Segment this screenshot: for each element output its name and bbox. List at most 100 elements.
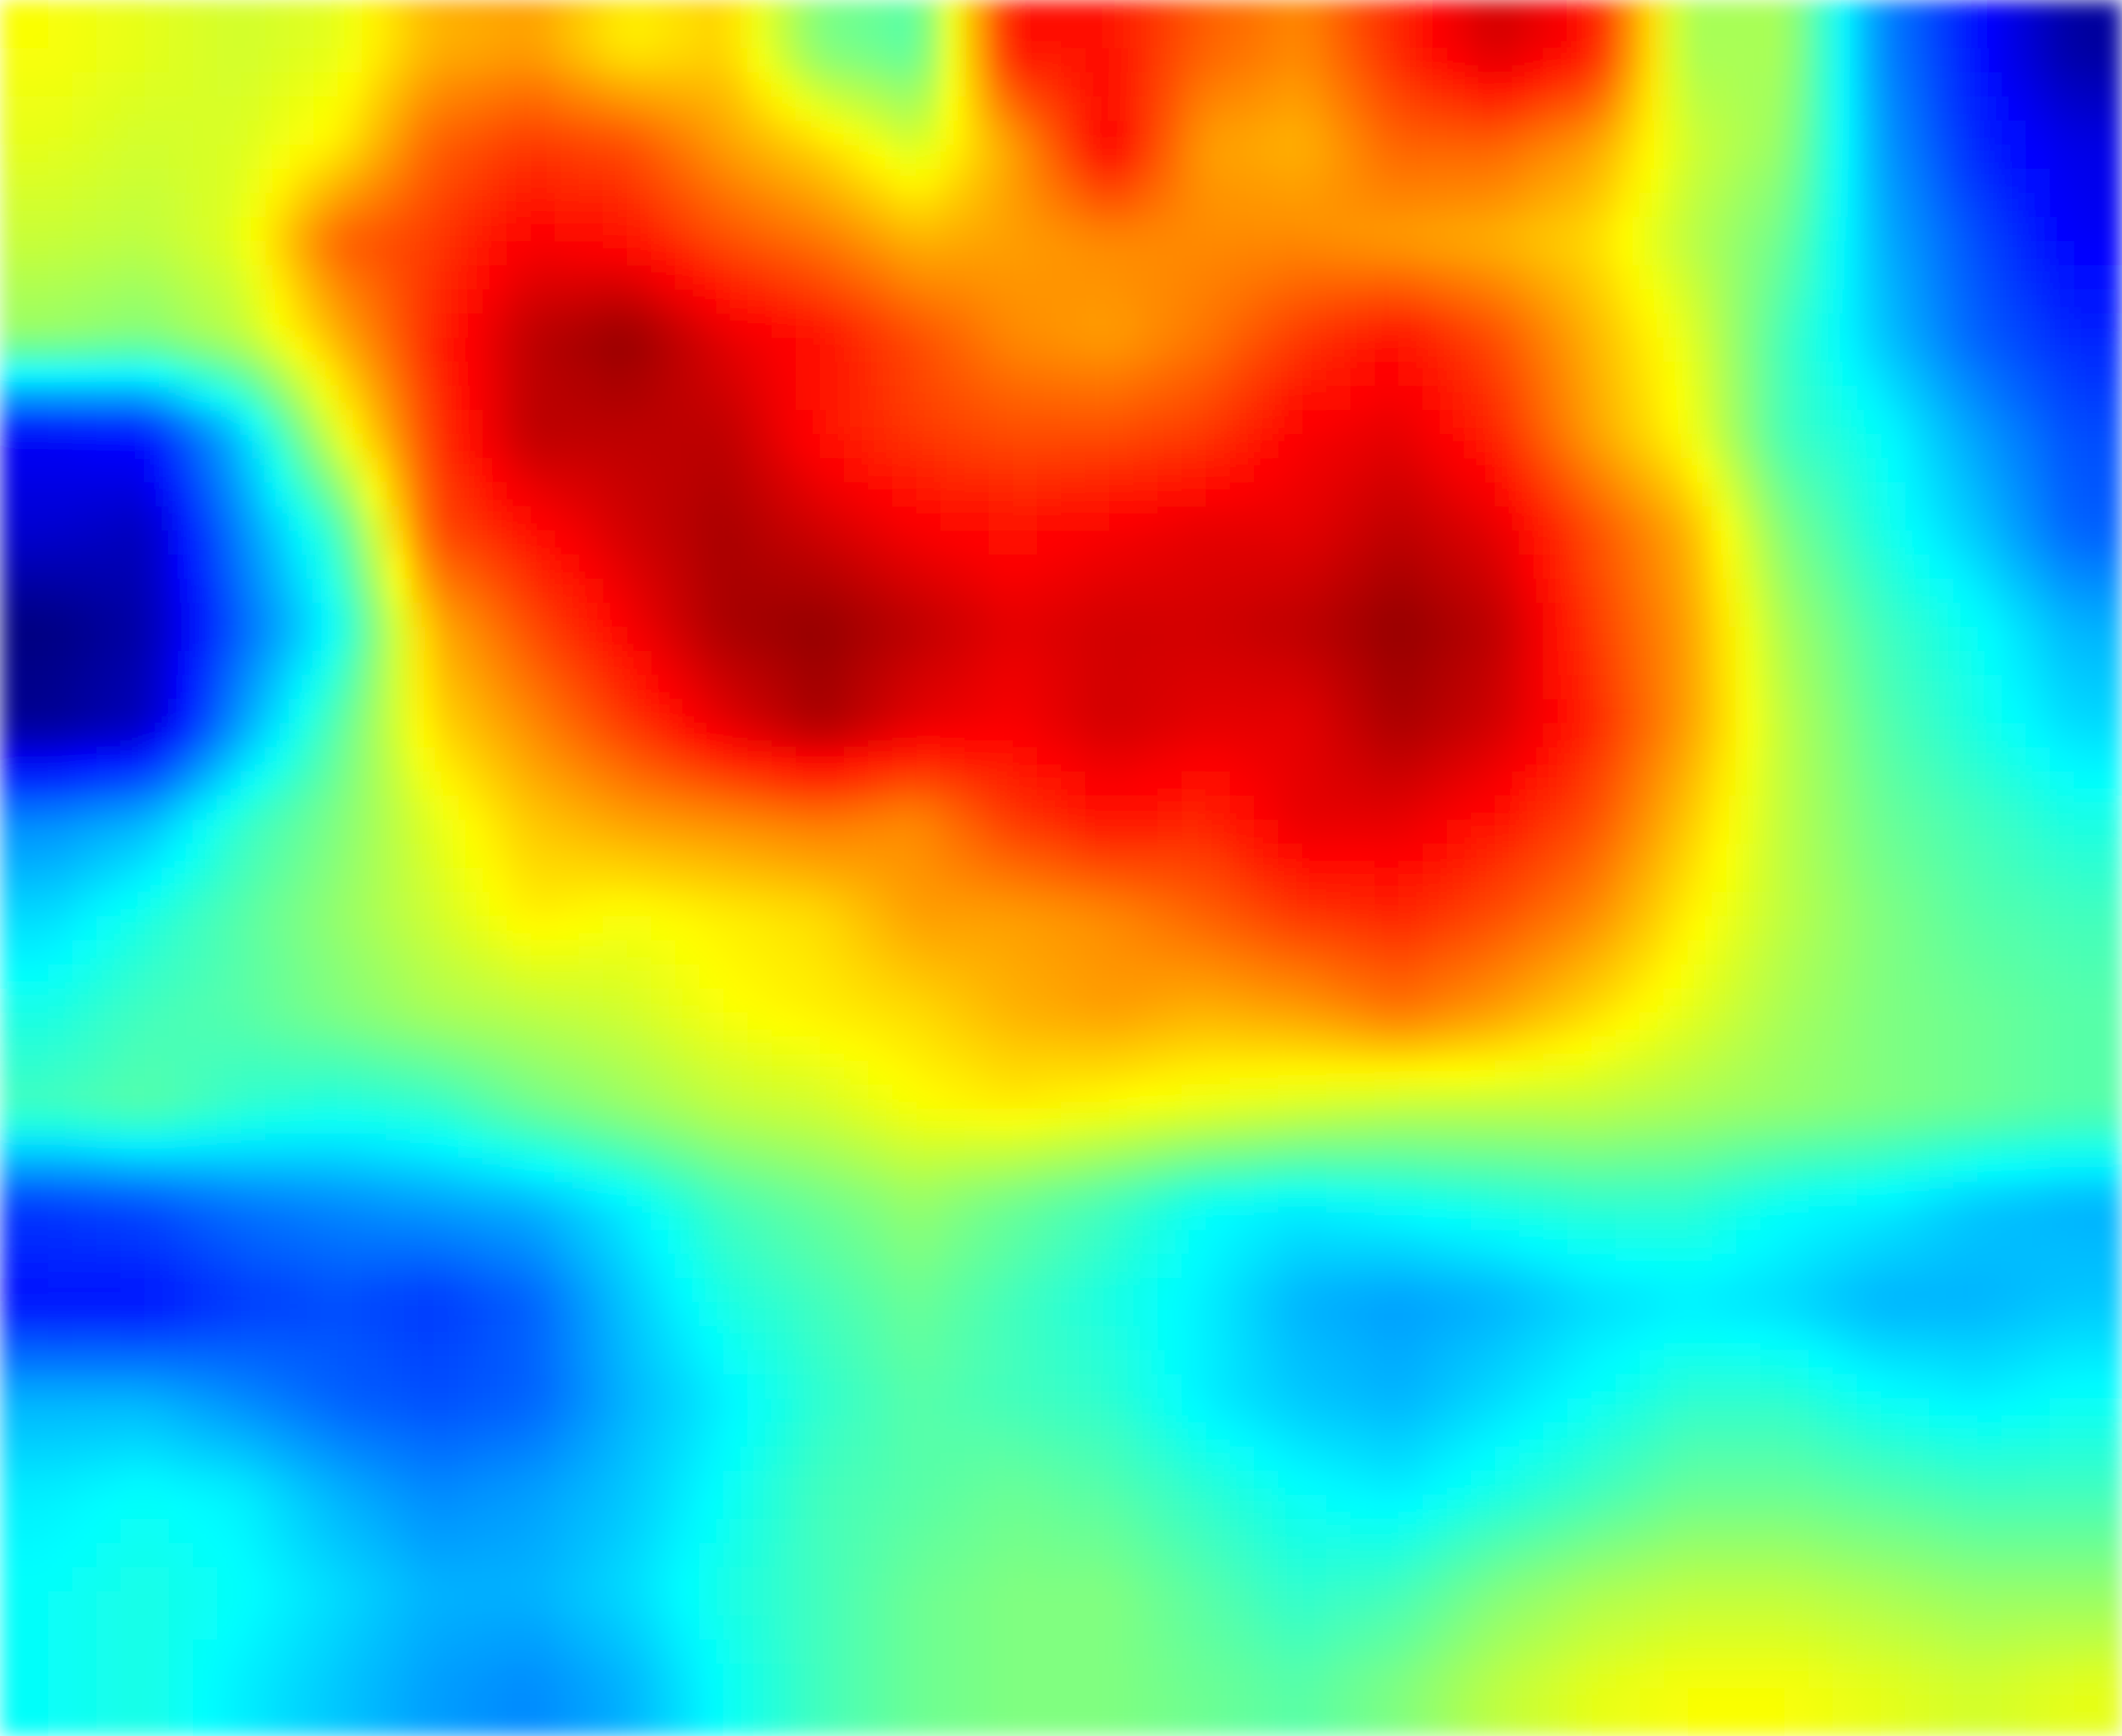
heatmap-cell — [1543, 169, 1568, 194]
heatmap-cell — [72, 241, 97, 266]
heatmap-cell — [1736, 940, 1761, 965]
heatmap-cell — [1133, 1302, 1158, 1327]
heatmap-cell — [24, 1278, 49, 1303]
heatmap-cell — [1061, 24, 1086, 49]
heatmap-cell — [265, 1061, 290, 1086]
heatmap-cell — [1399, 1157, 1423, 1182]
heatmap-cell — [1037, 1350, 1062, 1375]
heatmap-cell — [217, 1181, 242, 1206]
heatmap-cell — [1037, 530, 1062, 555]
heatmap-cell — [965, 362, 989, 387]
heatmap-cell — [145, 651, 170, 676]
heatmap-cell — [1399, 1206, 1423, 1230]
heatmap-cell — [699, 892, 724, 917]
heatmap-cell — [72, 145, 97, 170]
heatmap-cell — [1182, 48, 1206, 73]
heatmap-cell — [579, 892, 604, 917]
heatmap-cell — [506, 289, 531, 314]
heatmap-cell — [1350, 386, 1375, 411]
heatmap-cell — [1447, 820, 1472, 845]
heatmap-cell — [1688, 169, 1713, 194]
heatmap-cell — [1495, 217, 1520, 242]
heatmap-cell — [217, 289, 242, 314]
heatmap-cell — [603, 796, 628, 821]
heatmap-cell — [24, 386, 49, 411]
heatmap-cell — [2001, 386, 2026, 411]
heatmap-cell — [72, 747, 97, 772]
heatmap-cell — [1929, 482, 1954, 507]
heatmap-cell — [1543, 1254, 1568, 1279]
heatmap-cell — [2098, 940, 2122, 965]
heatmap-cell — [892, 1230, 917, 1255]
heatmap-cell — [530, 169, 555, 194]
heatmap-cell — [1230, 386, 1255, 411]
heatmap-cell — [121, 1206, 145, 1230]
heatmap-cell — [627, 1326, 652, 1351]
heatmap-cell — [338, 1061, 362, 1086]
heatmap-cell — [72, 48, 97, 73]
heatmap-cell — [1374, 386, 1399, 411]
heatmap-cell — [193, 72, 218, 97]
heatmap-cell — [772, 1181, 797, 1206]
heatmap-cell — [989, 1350, 1014, 1375]
heatmap-cell — [96, 1230, 121, 1255]
heatmap-cell — [1833, 1013, 1858, 1038]
heatmap-cell — [0, 0, 25, 25]
heatmap-cell — [1736, 265, 1761, 290]
heatmap-cell — [1374, 1181, 1399, 1206]
heatmap-cell — [1085, 1302, 1110, 1327]
heatmap-cell — [1037, 772, 1062, 796]
heatmap-cell — [1736, 72, 1761, 97]
heatmap-cell — [96, 1181, 121, 1206]
heatmap-cell — [1833, 964, 1858, 989]
heatmap-cell — [1061, 1061, 1086, 1086]
heatmap-cell — [145, 603, 170, 628]
heatmap-cell — [603, 145, 628, 170]
heatmap-cell — [2001, 772, 2026, 796]
heatmap-cell — [1857, 1254, 1882, 1279]
heatmap-cell — [1133, 796, 1158, 821]
heatmap-cell — [1616, 627, 1640, 652]
heatmap-cell — [1543, 820, 1568, 845]
heatmap-cell — [1278, 338, 1303, 362]
heatmap-cell — [1447, 217, 1472, 242]
heatmap-cell — [72, 989, 97, 1013]
heatmap-cell — [1977, 1302, 2002, 1327]
heatmap-cell — [1326, 48, 1351, 73]
heatmap-cell — [1133, 916, 1158, 941]
heatmap-cell — [1905, 675, 1930, 700]
heatmap-cell — [2098, 530, 2122, 555]
heatmap-cell — [579, 48, 604, 73]
heatmap-cell — [1037, 24, 1062, 49]
heatmap-cell — [772, 410, 797, 435]
heatmap-cell — [1929, 1133, 1954, 1158]
heatmap-cell — [1953, 555, 1978, 579]
heatmap-cell — [1061, 989, 1086, 1013]
heatmap-cell — [482, 627, 507, 652]
heatmap-cell — [579, 1085, 604, 1110]
heatmap-cell — [1061, 627, 1086, 652]
heatmap-cell — [603, 1085, 628, 1110]
heatmap-cell — [1881, 940, 1906, 965]
heatmap-cell — [1061, 1181, 1086, 1206]
heatmap-cell — [1133, 482, 1158, 507]
heatmap-cell — [1326, 482, 1351, 507]
heatmap-cell — [1302, 72, 1327, 97]
heatmap-cell — [1495, 868, 1520, 893]
heatmap-cell — [892, 868, 917, 893]
heatmap-cell — [145, 1133, 170, 1158]
heatmap-cell — [820, 121, 845, 145]
heatmap-cell — [1712, 940, 1737, 965]
heatmap-cell — [193, 1181, 218, 1206]
heatmap-cell — [1109, 1278, 1134, 1303]
heatmap-cell — [1423, 1013, 1448, 1038]
heatmap-cell — [48, 844, 73, 869]
heatmap-cell — [434, 1230, 459, 1255]
heatmap-cell — [1664, 772, 1689, 796]
heatmap-cell — [1953, 193, 1978, 218]
heatmap-cell — [796, 1181, 821, 1206]
heatmap-cell — [241, 482, 266, 507]
heatmap-cell — [1712, 916, 1737, 941]
heatmap-cell — [1350, 747, 1375, 772]
